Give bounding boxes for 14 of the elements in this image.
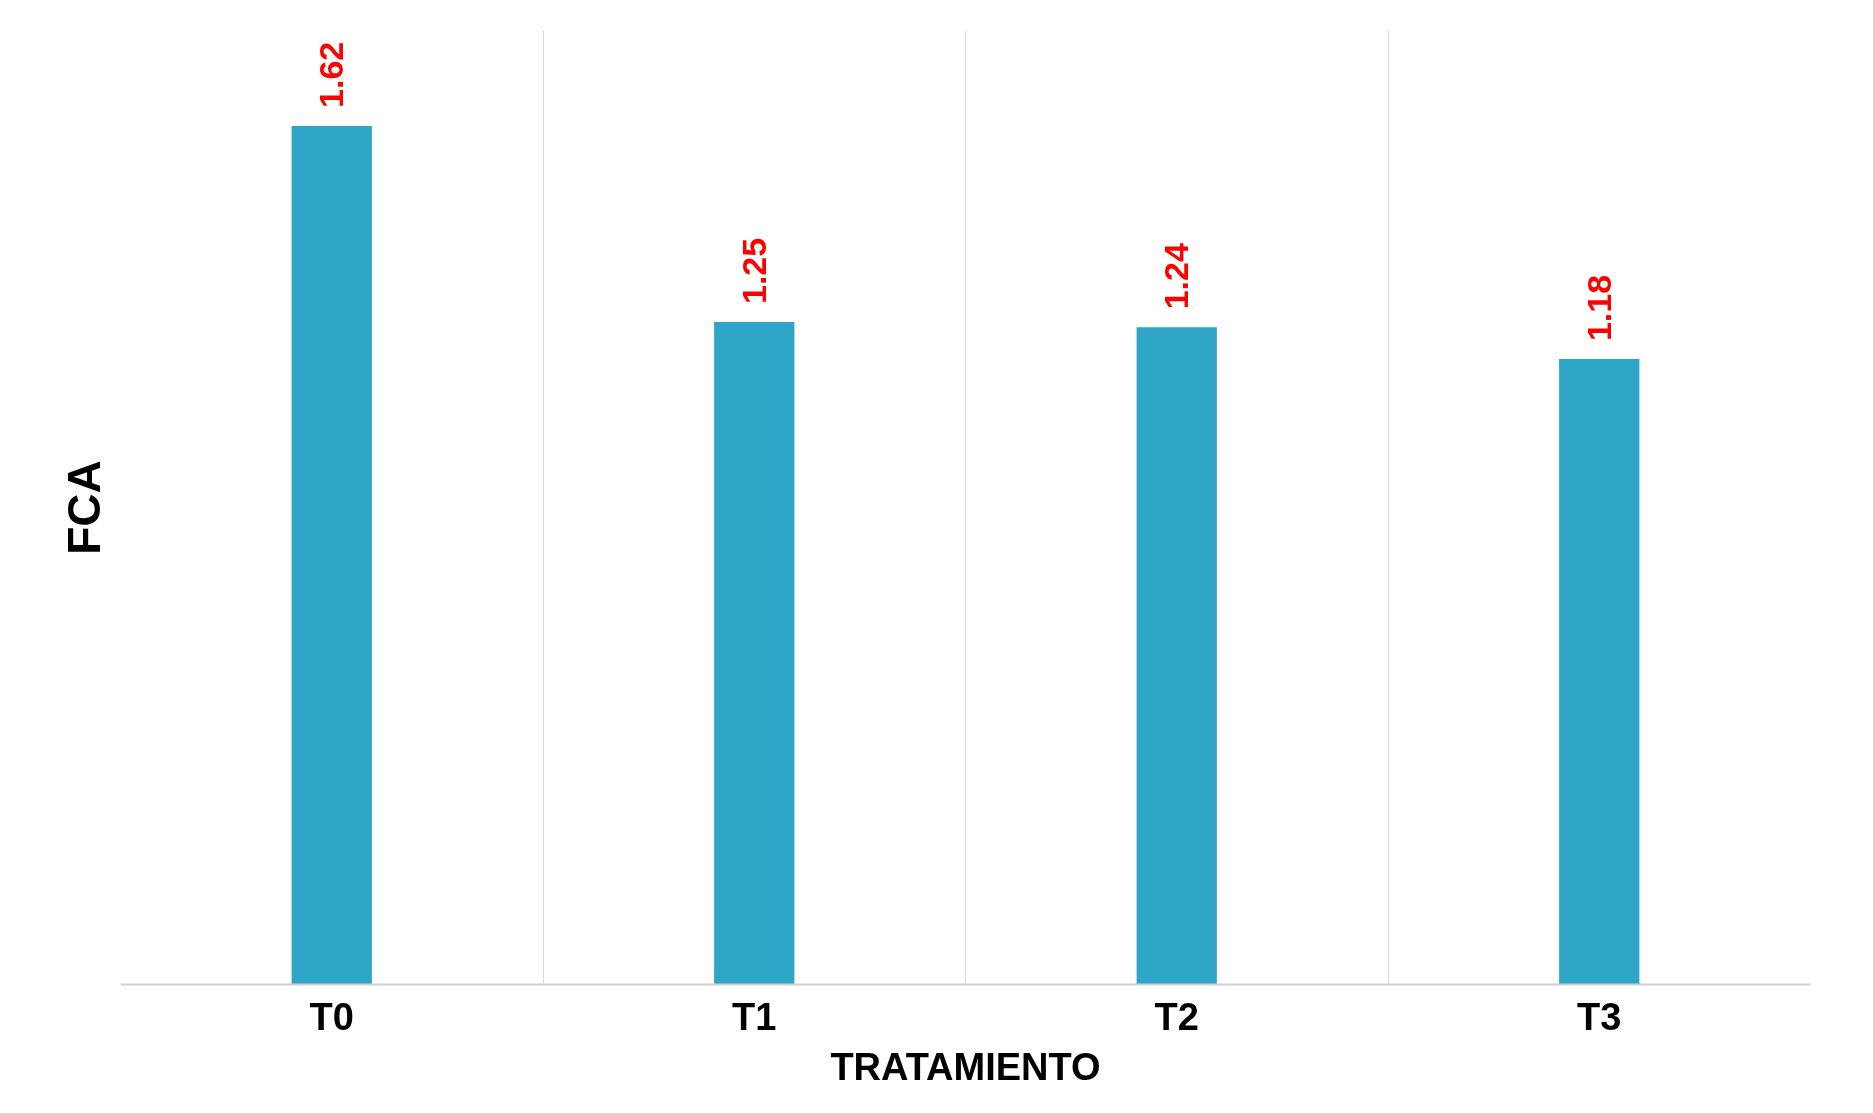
- x-tick-label: T2: [1154, 995, 1199, 1038]
- bar: [714, 322, 795, 985]
- y-axis-title: FCA: [57, 460, 110, 555]
- bar: [291, 125, 372, 985]
- data-label: 1.24: [1157, 243, 1196, 310]
- x-tick-label: T0: [309, 995, 354, 1038]
- x-axis-title: TRATAMIENTO: [830, 1045, 1101, 1088]
- bar: [1136, 327, 1217, 985]
- x-tick-label: T3: [1577, 995, 1622, 1038]
- data-label: 1.25: [734, 237, 773, 304]
- x-tick-label: T1: [732, 995, 777, 1038]
- data-label: 1.18: [1579, 274, 1618, 342]
- data-label: 1.62: [312, 41, 351, 108]
- bar: [1559, 359, 1640, 985]
